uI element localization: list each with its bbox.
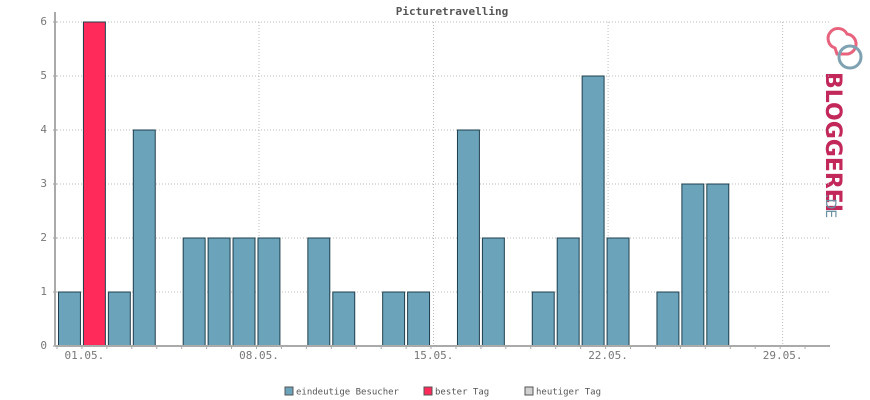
logo-text: BLOGGEREI <box>820 72 845 212</box>
x-tick-label: 08.05. <box>239 349 279 362</box>
y-tick-label: 2 <box>40 231 47 244</box>
bar <box>57 291 81 347</box>
bar <box>382 291 406 347</box>
logo-icon <box>837 44 863 70</box>
bar <box>332 291 356 347</box>
bar <box>207 237 231 347</box>
bar <box>257 237 281 347</box>
bar <box>456 129 480 347</box>
bar <box>407 291 431 347</box>
y-tick-label: 6 <box>40 15 47 28</box>
logo-suffix: .DE <box>822 194 838 218</box>
bar <box>681 183 705 347</box>
bar <box>132 129 156 347</box>
bar <box>656 291 680 347</box>
y-tick-label: 5 <box>40 69 47 82</box>
y-tick-label: 3 <box>40 177 47 190</box>
logo-icon <box>826 26 858 56</box>
legend-label: heutiger Tag <box>536 388 601 398</box>
bar <box>82 21 106 347</box>
x-tick-label: 01.05. <box>65 349 105 362</box>
legend-label: eindeutige Besucher <box>296 388 400 398</box>
bar <box>182 237 206 347</box>
legend-swatch <box>524 386 534 396</box>
legend-swatch <box>284 386 294 396</box>
bar <box>581 75 605 347</box>
y-tick-label: 1 <box>40 285 47 298</box>
x-tick-label: 29.05. <box>763 349 803 362</box>
bar <box>481 237 505 347</box>
bar <box>706 183 730 347</box>
y-tick-label: 0 <box>40 339 47 352</box>
bar <box>232 237 256 347</box>
legend-label: bester Tag <box>435 388 489 398</box>
chart-title: Picturetravelling <box>396 5 509 18</box>
x-tick-label: 15.05. <box>414 349 454 362</box>
bar <box>107 291 131 347</box>
bar <box>606 237 630 347</box>
logo: BLOGGEREI .DE <box>820 26 863 218</box>
legend-swatch <box>423 386 433 396</box>
y-tick-label: 4 <box>40 123 47 136</box>
bar <box>307 237 331 347</box>
bar <box>556 237 580 347</box>
bar <box>531 291 555 347</box>
x-tick-label: 22.05. <box>588 349 628 362</box>
